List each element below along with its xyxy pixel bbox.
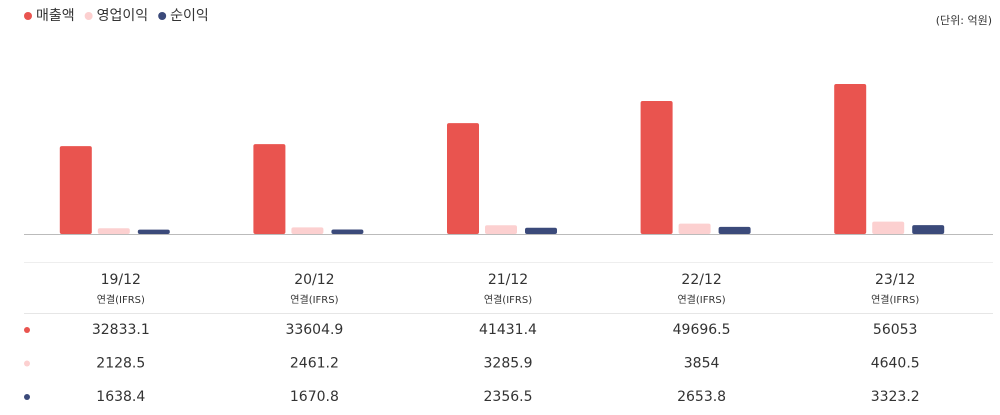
legend-label: 매출액 — [36, 8, 75, 24]
x-sublabel: 연결(IFRS) — [290, 294, 338, 306]
table-value: 3323.2 — [871, 389, 920, 405]
bar — [253, 144, 286, 234]
row-marker — [24, 327, 30, 333]
table-value: 3854 — [684, 356, 720, 372]
legend-marker — [158, 12, 167, 20]
table-value: 1670.8 — [290, 389, 339, 405]
table-value: 33604.9 — [285, 322, 343, 338]
table-value: 41431.4 — [479, 322, 537, 338]
table-value: 56053 — [873, 322, 918, 338]
legend-label: 순이익 — [170, 8, 209, 24]
x-tick-label: 20/12 — [294, 272, 334, 288]
bar — [912, 225, 945, 234]
x-sublabel: 연결(IFRS) — [97, 294, 145, 306]
table-value: 2356.5 — [484, 389, 533, 405]
x-tick-label: 19/12 — [101, 272, 141, 288]
table-value: 4640.5 — [871, 356, 920, 372]
legend-label: 영업이익 — [97, 8, 149, 24]
bar — [485, 225, 517, 234]
table-value: 3285.9 — [484, 356, 533, 372]
x-tick-label: 23/12 — [875, 272, 915, 288]
row-marker — [24, 360, 30, 367]
legend-marker — [84, 12, 93, 20]
x-tick-label: 21/12 — [488, 272, 528, 288]
bar — [834, 84, 867, 234]
bar — [291, 227, 324, 234]
bar — [718, 226, 751, 234]
bar — [525, 227, 557, 234]
x-sublabel: 연결(IFRS) — [484, 294, 532, 306]
legend-marker — [24, 12, 32, 20]
bar — [59, 146, 92, 234]
x-sublabel: 연결(IFRS) — [677, 294, 725, 306]
unit-note: (단위: 억원) — [936, 14, 992, 27]
x-sublabel: 연결(IFRS) — [871, 294, 919, 306]
table-value: 2653.8 — [677, 389, 726, 405]
bar — [872, 221, 905, 234]
table-value: 49696.5 — [673, 322, 731, 338]
bar — [640, 101, 673, 234]
x-tick-label: 22/12 — [681, 272, 721, 288]
row-marker — [24, 394, 30, 400]
table-value: 1638.4 — [96, 389, 145, 405]
table-value: 32833.1 — [92, 322, 150, 338]
bar — [447, 123, 479, 234]
bar — [331, 229, 364, 234]
table-value: 2461.2 — [290, 356, 339, 372]
bar — [137, 229, 170, 234]
bar — [97, 228, 130, 234]
bar — [678, 223, 711, 234]
table-value: 2128.5 — [96, 356, 145, 372]
